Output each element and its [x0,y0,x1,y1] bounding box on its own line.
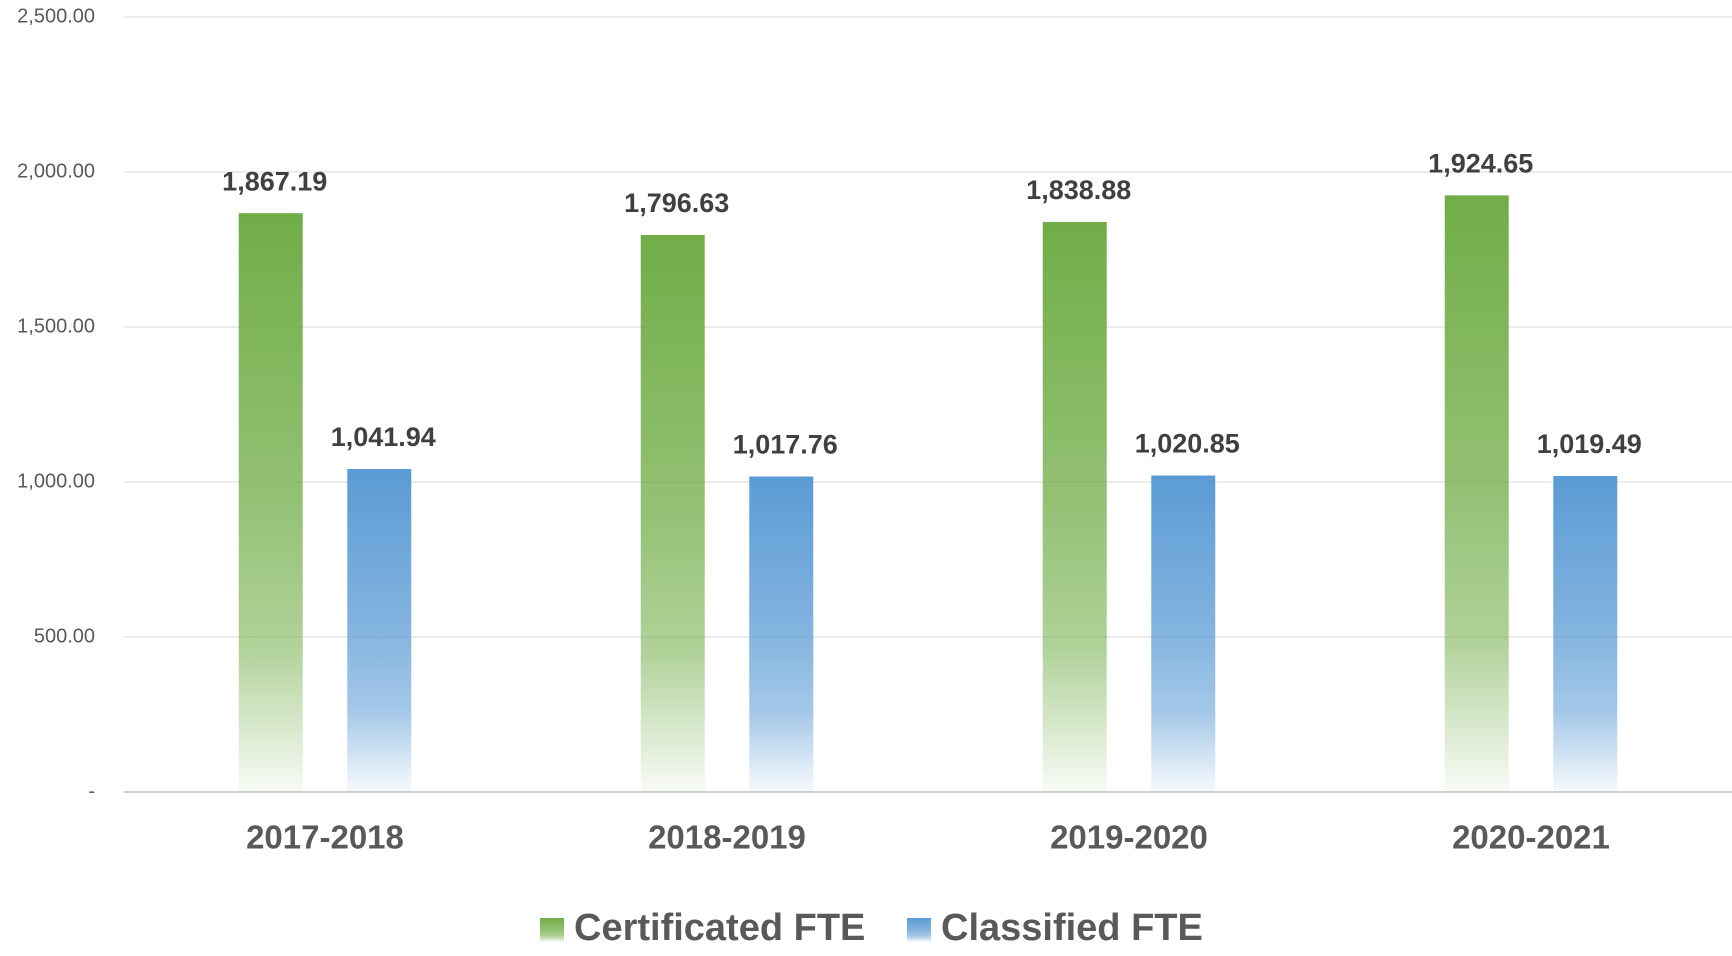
y-tick-label: 2,500.00 [17,5,95,27]
data-label: 1,924.65 [1428,148,1533,178]
bar [749,476,814,792]
y-tick-label: 2,000.00 [17,160,95,182]
bar [640,235,705,793]
bar [347,468,412,792]
bar [1042,221,1107,792]
data-label: 1,019.49 [1537,429,1642,459]
bar [1151,475,1216,792]
legend-label: Certificated FTE [574,907,865,949]
legend-swatch [907,918,931,942]
legend-swatch [540,918,564,942]
data-label: 1,020.85 [1135,429,1240,459]
data-label: 1,867.19 [222,166,327,196]
y-tick-label: 1,000.00 [17,470,95,492]
y-tick-label: 500.00 [34,625,95,647]
y-tick-label: 1,500.00 [17,315,95,337]
bar [1444,195,1509,792]
x-tick-label: 2020-2021 [1452,819,1610,856]
y-tick-label: - [88,780,95,802]
x-tick-label: 2019-2020 [1050,819,1208,856]
x-tick-label: 2018-2019 [648,819,806,856]
legend-label: Classified FTE [941,907,1203,949]
x-tick-label: 2017-2018 [246,819,404,856]
data-label: 1,017.76 [733,430,838,460]
bar [1553,475,1618,792]
data-label: 1,796.63 [624,188,729,218]
data-label: 1,041.94 [331,422,436,452]
bar [238,213,303,793]
data-label: 1,838.88 [1026,175,1131,205]
